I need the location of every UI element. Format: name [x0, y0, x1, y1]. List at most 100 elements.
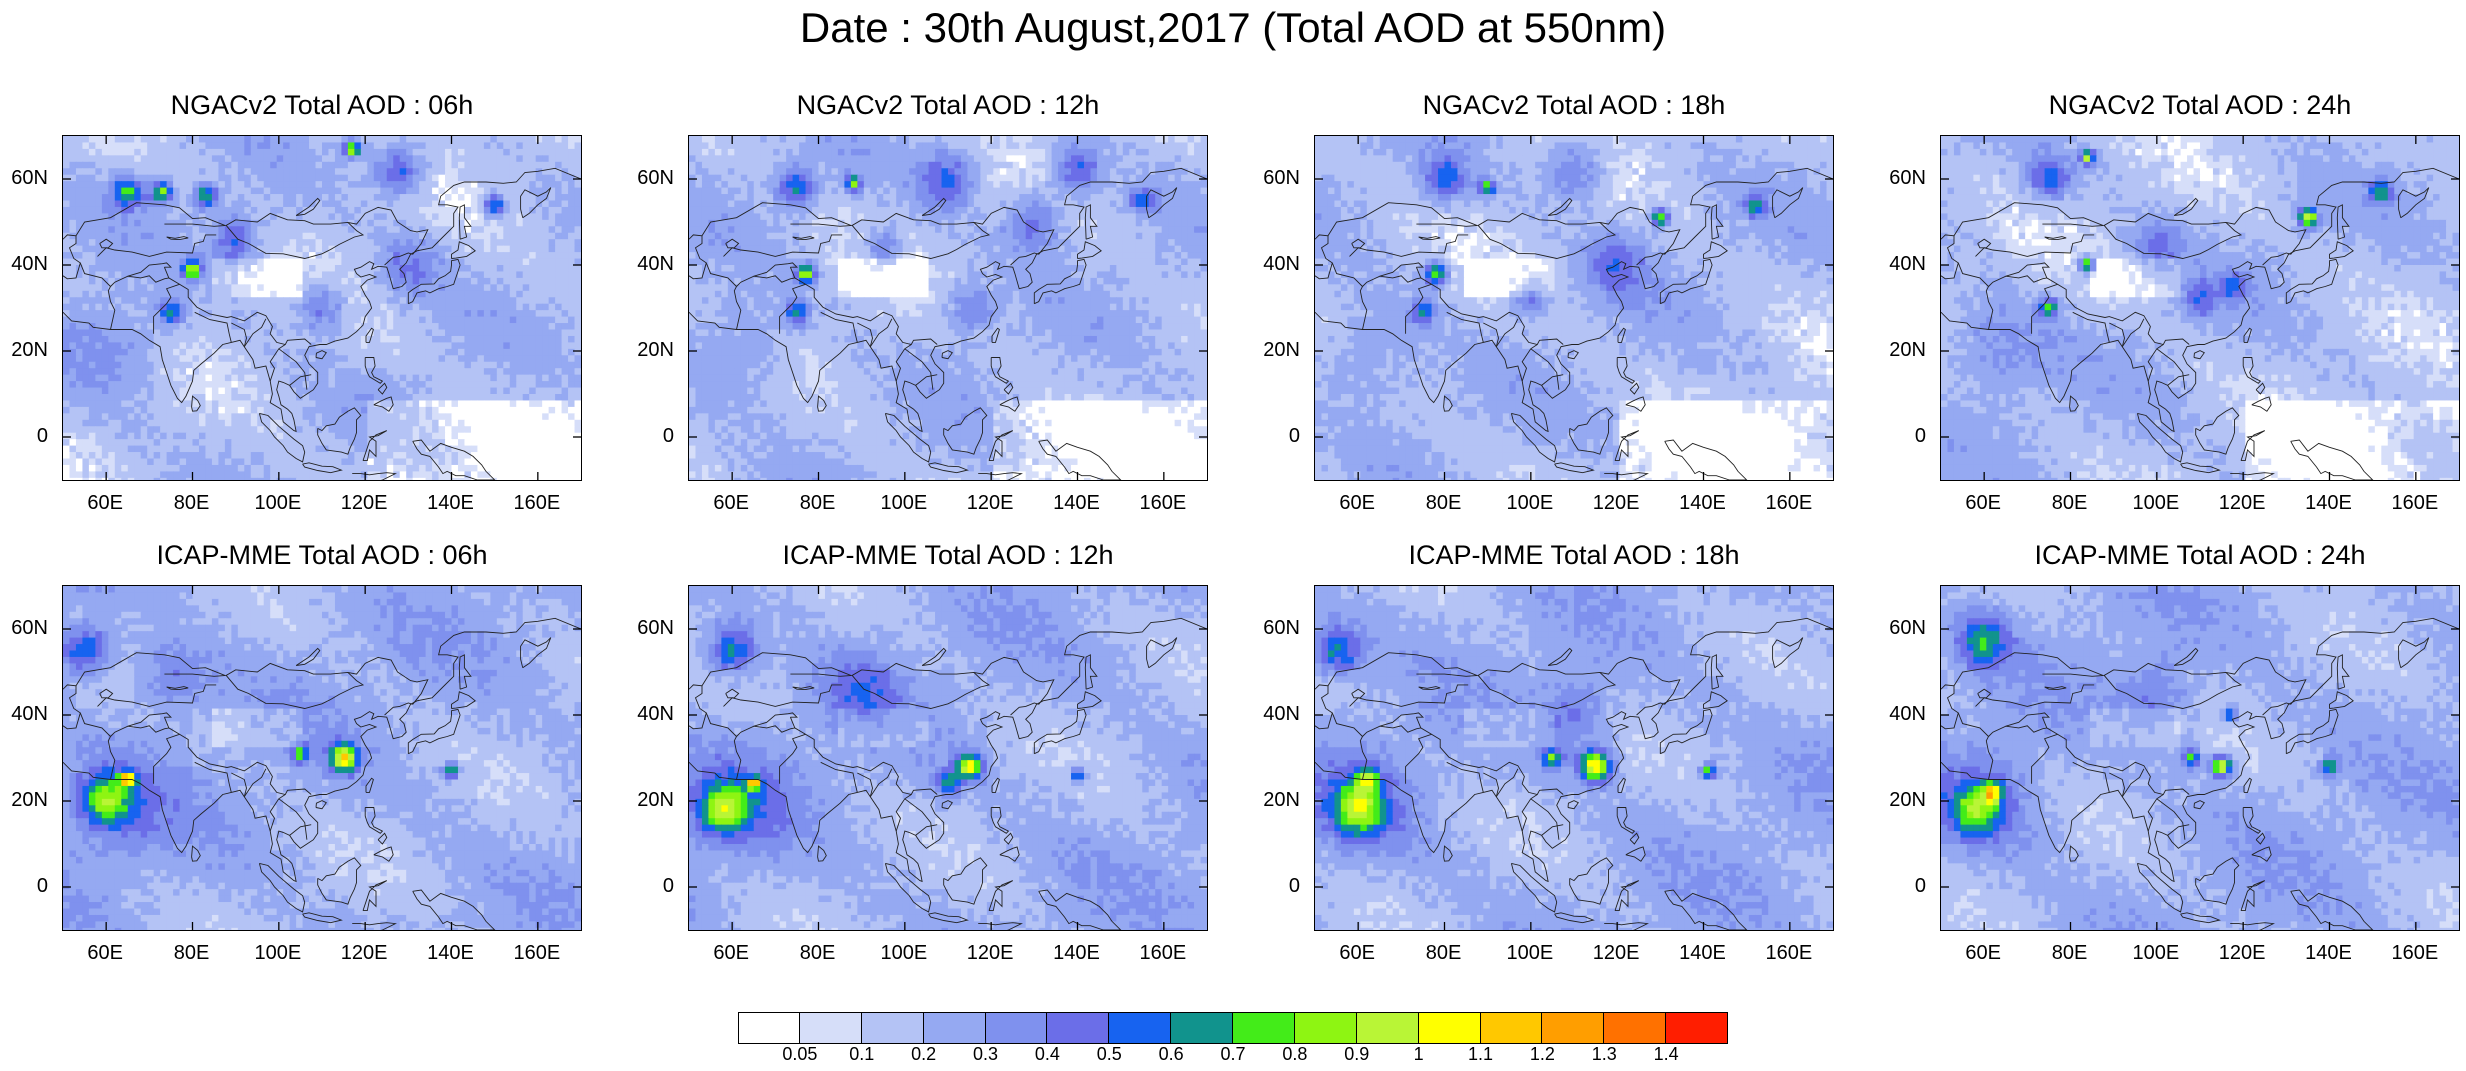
coastline — [1077, 691, 1102, 709]
coastline — [278, 348, 308, 390]
coastline — [1569, 407, 1614, 455]
coastline — [725, 688, 740, 699]
colorbar-swatch — [1294, 1012, 1357, 1044]
coastline — [2041, 267, 2190, 346]
coastline — [1038, 889, 1122, 930]
coastline — [127, 262, 172, 277]
latitude-label: 40N — [2, 704, 48, 724]
coastline — [97, 684, 217, 707]
coastline — [1038, 439, 1122, 480]
coastline — [2193, 800, 2205, 810]
longitude-label: 160E — [507, 493, 567, 513]
coastline — [458, 204, 472, 240]
coastline — [857, 322, 873, 347]
panel-title: NGACv2 Total AOD : 18h — [1314, 90, 1834, 120]
longitude-label: 80E — [162, 493, 222, 513]
coastline — [99, 688, 114, 699]
longitude-label: 160E — [1133, 943, 1193, 963]
coastline — [1703, 241, 1728, 259]
coastline — [869, 768, 893, 797]
coastline — [1941, 617, 2459, 883]
coastline — [999, 396, 1020, 412]
coastline — [851, 222, 991, 259]
coastline — [1617, 327, 1626, 343]
coastline — [2285, 258, 2339, 305]
coastline — [164, 656, 429, 705]
coastline — [1510, 862, 1558, 913]
coastline — [63, 617, 581, 883]
coastline — [2173, 197, 2199, 216]
longitude-label: 120E — [2212, 943, 2272, 963]
longitude-label: 100E — [248, 493, 308, 513]
coastline — [1362, 725, 1421, 737]
coastline — [2230, 472, 2275, 480]
coastline — [2242, 807, 2262, 834]
coastline — [362, 430, 388, 462]
colorbar-swatch — [1171, 1012, 1233, 1044]
coastline — [1315, 234, 1333, 280]
coastline — [127, 712, 172, 727]
coastline — [1521, 794, 1538, 832]
coastline — [1614, 880, 1640, 912]
colorbar-swatch — [1418, 1012, 1481, 1044]
coastline — [2240, 430, 2266, 462]
coastline — [258, 862, 306, 913]
coastline — [153, 733, 180, 784]
coastline — [1530, 798, 1560, 840]
coastline — [1988, 725, 2047, 737]
longitude-label: 60E — [1953, 943, 2013, 963]
coastline — [2251, 396, 2272, 412]
coastline — [1405, 283, 1432, 334]
coastline — [723, 234, 843, 257]
latitude-label: 0 — [1254, 876, 1300, 896]
coastline — [1362, 275, 1421, 287]
map-area — [62, 135, 582, 481]
coastline — [289, 824, 312, 836]
colorbar-swatch — [1233, 1012, 1295, 1044]
longitude-label: 120E — [2212, 493, 2272, 513]
latitude-label: 20N — [2, 790, 48, 810]
latitude-label: 0 — [1880, 876, 1926, 896]
coastline — [1977, 238, 1992, 249]
coastline — [1084, 654, 1098, 690]
coastline — [231, 322, 247, 347]
panel-title: NGACv2 Total AOD : 12h — [688, 90, 1208, 120]
coastline — [978, 922, 1023, 930]
colorbar-tick-label: 0.4 — [1022, 1044, 1072, 1064]
coastline — [99, 238, 114, 249]
coastline — [723, 684, 843, 707]
coastline — [1521, 344, 1538, 382]
latitude-label: 0 — [1880, 426, 1926, 446]
coastline — [225, 222, 365, 259]
coastline — [278, 798, 308, 840]
coastline — [1659, 708, 1713, 755]
longitude-label: 160E — [1133, 493, 1193, 513]
longitude-label: 80E — [788, 493, 848, 513]
coastline — [928, 912, 969, 924]
longitude-label: 60E — [701, 493, 761, 513]
coastline — [915, 374, 938, 386]
coastline — [364, 357, 384, 384]
coastline — [851, 672, 991, 709]
coastline — [1443, 845, 1453, 862]
coastline — [63, 167, 581, 433]
coastline — [1405, 733, 1432, 784]
coastline — [689, 684, 707, 730]
coastline — [2005, 712, 2050, 727]
coastline — [701, 202, 852, 237]
colorbar-tick-label: 1 — [1394, 1044, 1444, 1064]
coastline — [1483, 322, 1499, 347]
map-area — [688, 135, 1208, 481]
coastline — [1614, 430, 1640, 462]
coastline — [1510, 412, 1558, 463]
coastline — [1941, 684, 1959, 730]
coastline — [352, 922, 397, 930]
coastline — [2329, 241, 2354, 259]
coastline — [1415, 267, 1564, 346]
coastline — [1772, 637, 1804, 669]
colorbar-swatch — [1604, 1012, 1667, 1044]
coastline — [1541, 824, 1564, 836]
aod-field — [1315, 136, 1833, 480]
latitude-label: 60N — [628, 168, 674, 188]
latitude-label: 60N — [1880, 168, 1926, 188]
